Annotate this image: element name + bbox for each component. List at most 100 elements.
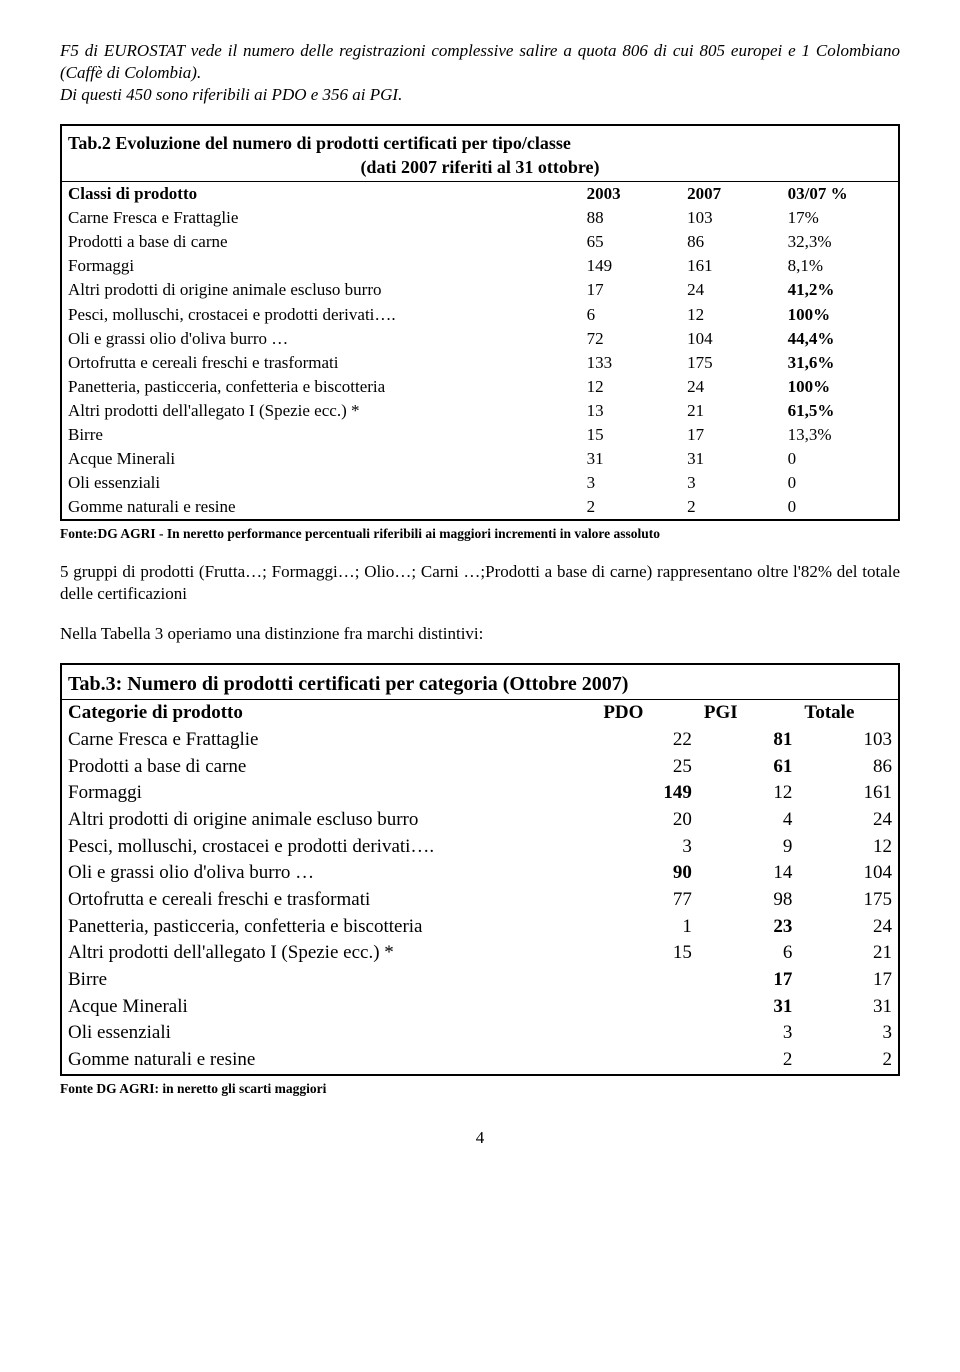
table-2: Tab.2 Evoluzione del numero di prodotti … [60, 124, 900, 521]
table-2-v1: 3 [581, 471, 682, 495]
table-3-v2: 23 [698, 914, 799, 941]
table-2-v2: 12 [681, 303, 782, 327]
table-3-label: Altri prodotti di origine animale esclus… [61, 807, 597, 834]
table-3-v1 [597, 967, 698, 994]
table-3-label: Oli e grassi olio d'oliva burro … [61, 860, 597, 887]
table-2-v2: 21 [681, 399, 782, 423]
table-row: Formaggi14912161 [61, 780, 899, 807]
table-row: Altri prodotti dell'allegato I (Spezie e… [61, 399, 899, 423]
table-2-v3: 32,3% [782, 230, 899, 254]
table-row: Ortofrutta e cereali freschi e trasforma… [61, 351, 899, 375]
table-2-v1: 72 [581, 327, 682, 351]
table-3-v2: 4 [698, 807, 799, 834]
table-2-v1: 17 [581, 278, 682, 302]
table-2-title-line2: (dati 2007 riferiti al 31 ottobre) [68, 156, 892, 179]
table-row: Altri prodotti dell'allegato I (Spezie e… [61, 940, 899, 967]
table-2-h4: 03/07 % [782, 182, 899, 207]
table-3-label: Acque Minerali [61, 994, 597, 1021]
table-3-v2: 12 [698, 780, 799, 807]
table-3-v3: 86 [798, 754, 899, 781]
table-2-v1: 65 [581, 230, 682, 254]
table-3-h1: Categorie di prodotto [61, 700, 597, 727]
table-2-v3: 8,1% [782, 254, 899, 278]
table-2-title-row: Tab.2 Evoluzione del numero di prodotti … [61, 125, 899, 181]
table-2-label: Panetteria, pasticceria, confetteria e b… [61, 375, 581, 399]
table-2-v1: 88 [581, 206, 682, 230]
intro-paragraph: F5 di EUROSTAT vede il numero delle regi… [60, 40, 900, 106]
table-3-h4: Totale [798, 700, 899, 727]
table-row: Acque Minerali31310 [61, 447, 899, 471]
table-2-v2: 24 [681, 278, 782, 302]
table-3: Tab.3: Numero di prodotti certificati pe… [60, 663, 900, 1076]
table-2-v2: 3 [681, 471, 782, 495]
table-row: Formaggi1491618,1% [61, 254, 899, 278]
table-2-v2: 104 [681, 327, 782, 351]
table-2-v1: 133 [581, 351, 682, 375]
table-3-label: Gomme naturali e resine [61, 1047, 597, 1075]
table-2-v2: 31 [681, 447, 782, 471]
table-2-v3: 0 [782, 447, 899, 471]
table-row: Pesci, molluschi, crostacei e prodotti d… [61, 834, 899, 861]
table-2-label: Altri prodotti di origine animale esclus… [61, 278, 581, 302]
table-3-v2: 2 [698, 1047, 799, 1075]
table-2-v3: 100% [782, 303, 899, 327]
table-row: Gomme naturali e resine22 [61, 1047, 899, 1075]
table-3-v1: 20 [597, 807, 698, 834]
table-2-v3: 44,4% [782, 327, 899, 351]
table-row: Panetteria, pasticceria, confetteria e b… [61, 914, 899, 941]
page-number: 4 [60, 1127, 900, 1149]
table-2-v1: 15 [581, 423, 682, 447]
table-row: Prodotti a base di carne658632,3% [61, 230, 899, 254]
table-2-header: Classi di prodotto 2003 2007 03/07 % [61, 182, 899, 207]
table-row: Oli e grassi olio d'oliva burro …9014104 [61, 860, 899, 887]
table-2-v1: 31 [581, 447, 682, 471]
table-3-label: Formaggi [61, 780, 597, 807]
table-2-v2: 175 [681, 351, 782, 375]
table-2-label: Acque Minerali [61, 447, 581, 471]
table-2-h1: Classi di prodotto [61, 182, 581, 207]
table-2-v3: 0 [782, 471, 899, 495]
table-3-v1: 22 [597, 727, 698, 754]
table-2-h3: 2007 [681, 182, 782, 207]
table-2-v2: 161 [681, 254, 782, 278]
table-3-v2: 9 [698, 834, 799, 861]
mid-paragraph-1: 5 gruppi di prodotti (Frutta…; Formaggi…… [60, 561, 900, 605]
table-row: Acque Minerali3131 [61, 994, 899, 1021]
table-2-v3: 100% [782, 375, 899, 399]
table-2-v2: 86 [681, 230, 782, 254]
table-3-title: Tab.3: Numero di prodotti certificati pe… [61, 664, 899, 700]
table-3-v1 [597, 994, 698, 1021]
table-3-v1: 90 [597, 860, 698, 887]
table-3-label: Oli essenziali [61, 1020, 597, 1047]
table-3-label: Carne Fresca e Frattaglie [61, 727, 597, 754]
table-2-v1: 149 [581, 254, 682, 278]
table-2-v3: 17% [782, 206, 899, 230]
table-3-v3: 175 [798, 887, 899, 914]
table-row: Ortofrutta e cereali freschi e trasforma… [61, 887, 899, 914]
table-3-title-row: Tab.3: Numero di prodotti certificati pe… [61, 664, 899, 700]
table-2-v1: 2 [581, 495, 682, 520]
table-row: Carne Fresca e Frattaglie2281103 [61, 727, 899, 754]
table-2-title-line1: Tab.2 Evoluzione del numero di prodotti … [68, 133, 571, 153]
table-3-header: Categorie di prodotto PDO PGI Totale [61, 700, 899, 727]
intro-line1: F5 di EUROSTAT vede il numero delle regi… [60, 41, 900, 82]
table-2-label: Altri prodotti dell'allegato I (Spezie e… [61, 399, 581, 423]
table-3-v1: 77 [597, 887, 698, 914]
table-3-v2: 14 [698, 860, 799, 887]
table-2-label: Gomme naturali e resine [61, 495, 581, 520]
table-2-label: Ortofrutta e cereali freschi e trasforma… [61, 351, 581, 375]
table-2-v3: 61,5% [782, 399, 899, 423]
table-3-v2: 6 [698, 940, 799, 967]
table-3-v1 [597, 1047, 698, 1075]
table-3-v2: 81 [698, 727, 799, 754]
table-3-v1: 3 [597, 834, 698, 861]
table-row: Pesci, molluschi, crostacei e prodotti d… [61, 303, 899, 327]
table-row: Panetteria, pasticceria, confetteria e b… [61, 375, 899, 399]
table-row: Oli e grassi olio d'oliva burro …7210444… [61, 327, 899, 351]
table-3-footnote: Fonte DG AGRI: in neretto gli scarti mag… [60, 1080, 900, 1098]
table-3-v1: 1 [597, 914, 698, 941]
table-3-h3: PGI [698, 700, 799, 727]
table-2-footnote: Fonte:DG AGRI - In neretto performance p… [60, 525, 900, 543]
table-2-v3: 13,3% [782, 423, 899, 447]
table-2-v2: 2 [681, 495, 782, 520]
